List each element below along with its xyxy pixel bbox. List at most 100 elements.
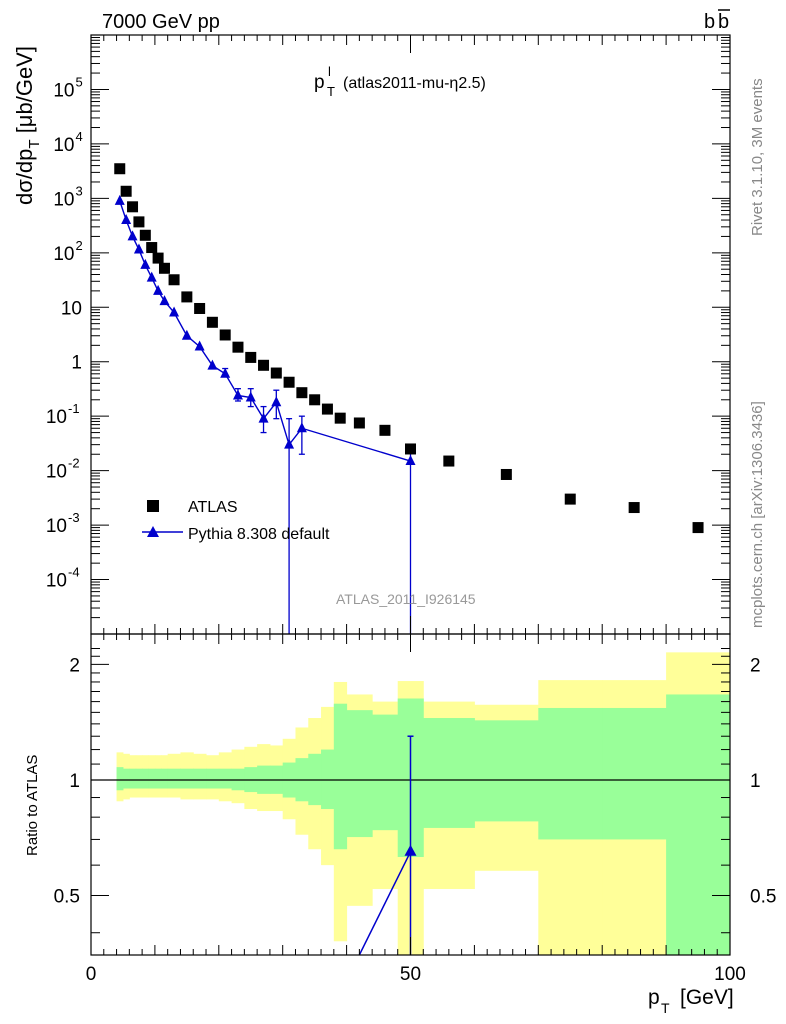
svg-text:T: T (327, 84, 335, 99)
svg-text:10: 10 (46, 571, 67, 592)
legend-data-label: ATLAS (188, 499, 238, 516)
y-tick-label: 10 2 (53, 238, 82, 265)
data-point (692, 522, 704, 534)
mc-point (271, 396, 282, 407)
data-point (146, 242, 158, 254)
y-tick-label: 10 5 (53, 74, 82, 101)
header-right: b b (704, 9, 730, 33)
uncertainty-bands (116, 652, 730, 955)
svg-text:-3: -3 (68, 510, 80, 525)
data-point (232, 341, 244, 353)
legend: ATLAS Pythia 8.308 default (142, 499, 330, 543)
data-point (405, 443, 416, 455)
data-point (283, 376, 295, 388)
mc-point (153, 284, 164, 295)
svg-text:-2: -2 (68, 456, 80, 471)
svg-text:5: 5 (76, 74, 83, 89)
data-point (206, 316, 218, 328)
svg-text:10: 10 (53, 135, 74, 156)
watermark: ATLAS_2011_I926145 (336, 591, 476, 607)
ratio-mc-line (358, 851, 412, 955)
data-point (321, 403, 333, 415)
ratio-y-tick-label: 2 (69, 655, 80, 676)
svg-text:10: 10 (53, 244, 74, 265)
y-tick-label: 10 4 (53, 129, 82, 156)
svg-text:[GeV]: [GeV] (680, 986, 734, 1009)
mc-point (296, 422, 307, 433)
ratio-y-tick-label-right: 2 (750, 655, 761, 676)
svg-text:p: p (314, 72, 325, 93)
stat-uncertainty-band (372, 714, 399, 831)
stat-uncertainty-band (206, 768, 220, 789)
data-point (152, 252, 164, 264)
svg-text:-1: -1 (68, 401, 80, 416)
data-point (245, 351, 257, 363)
svg-text:-4: -4 (68, 565, 80, 580)
legend-data-marker (147, 500, 159, 512)
data-point (158, 262, 170, 274)
data-point (353, 417, 365, 429)
data-point (334, 412, 346, 424)
y-tick-label: 10 -1 (46, 401, 80, 428)
stat-uncertainty-band (218, 768, 233, 789)
ratio-mc-point (404, 844, 417, 856)
data-point (296, 387, 308, 399)
data-point (181, 291, 193, 303)
y-tick-label: 1 (71, 353, 82, 374)
data-point (500, 468, 512, 480)
plot-title: p l T (atlas2011-mu-η2.5) (314, 64, 486, 99)
ratio-y-tick-label: 0.5 (54, 887, 80, 908)
y-tick-label: 10 -4 (46, 565, 80, 592)
header-left: 7000 GeV pp (102, 11, 220, 33)
data-point (309, 394, 321, 406)
svg-text:10: 10 (53, 80, 74, 101)
svg-text:10: 10 (46, 516, 67, 537)
legend-mc-label: Pythia 8.308 default (188, 526, 330, 543)
stat-uncertainty-band (154, 768, 162, 789)
stat-uncertainty-band (474, 720, 539, 822)
stat-uncertainty-band (167, 768, 181, 789)
mc-point (194, 340, 205, 351)
mc-point (159, 295, 170, 306)
stat-uncertainty-band (321, 749, 335, 810)
y-tick-label: 10 3 (53, 183, 82, 210)
svg-text:10: 10 (46, 462, 67, 483)
data-point (270, 367, 282, 379)
ratio-panel: 0 50 100 0.5 1 2 0.5 1 2 (54, 633, 776, 985)
data-point (168, 274, 180, 286)
svg-text:T: T (661, 1000, 670, 1016)
ratio-y-tick-label: 1 (69, 771, 80, 792)
x-tick-label: 50 (400, 964, 421, 985)
mc-point (127, 230, 138, 241)
svg-text:b: b (718, 11, 729, 33)
data-point (133, 216, 145, 228)
data-point (139, 229, 151, 241)
data-point (258, 359, 270, 371)
svg-text:b: b (704, 11, 715, 33)
stat-uncertainty-band (193, 768, 207, 789)
data-point (443, 455, 455, 467)
mc-point (232, 389, 243, 400)
stat-uncertainty-band (333, 703, 348, 850)
svg-text:4: 4 (76, 129, 83, 144)
mc-point (169, 306, 180, 317)
svg-text:1: 1 (71, 353, 82, 374)
y-tick-label: 10 -2 (46, 456, 80, 483)
stat-uncertainty-band (129, 768, 137, 789)
stat-uncertainty-band (148, 768, 156, 789)
stat-uncertainty-band (602, 707, 667, 840)
svg-text:3: 3 (76, 183, 83, 198)
legend-mc-marker (147, 526, 159, 537)
svg-text:p: p (648, 986, 660, 1009)
x-axis-title: p T [GeV] (648, 986, 734, 1016)
main-ylabel: dσ/dpT [μb/GeV] (12, 46, 43, 205)
stat-uncertainty-band (180, 768, 194, 789)
mc-point (121, 214, 132, 225)
stat-uncertainty-band (142, 768, 150, 789)
stat-uncertainty-band (666, 694, 730, 955)
stat-uncertainty-band (161, 768, 169, 789)
svg-text:10: 10 (53, 189, 74, 210)
svg-text:l: l (328, 64, 331, 79)
